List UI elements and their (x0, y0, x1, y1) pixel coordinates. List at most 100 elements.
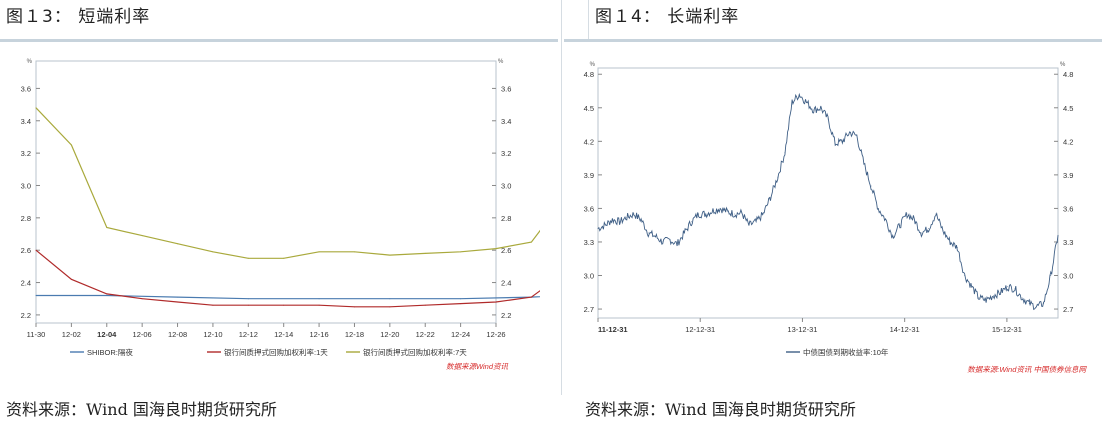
data-point (834, 143, 836, 144)
y-unit-left: % (590, 62, 596, 68)
x-tick-label: 15-12-31 (992, 325, 1022, 334)
data-point (849, 131, 850, 133)
data-point (964, 275, 965, 276)
y-unit-right: % (498, 59, 504, 65)
data-point (906, 213, 908, 215)
legend-label-1: SHIBOR:隔夜 (87, 347, 133, 357)
y-tick-label-right: 2.2 (501, 311, 511, 320)
data-point-s1 (460, 298, 462, 300)
y-tick-label-right: 3.2 (501, 149, 511, 158)
data-point (892, 235, 894, 237)
data-point-s2 (70, 278, 72, 280)
x-tick-label: 12-26 (486, 330, 505, 339)
data-point (597, 228, 599, 229)
data-point (942, 230, 944, 232)
data-point (856, 135, 858, 137)
data-point-s3 (530, 241, 532, 243)
data-point (748, 224, 750, 226)
panel-divider (561, 0, 562, 395)
y-tick-label-right: 3.9 (1063, 171, 1073, 180)
right-title-rule (564, 39, 1102, 42)
short-rate-chart: % % 2.2 2.2 2.4 2.4 2.6 2.6 2.8 2.8 3.0 3.0 3.2 3.2 3.… (21, 59, 540, 371)
panel-divider-inner (588, 0, 589, 42)
data-point-s2 (495, 301, 497, 303)
data-point-s3 (106, 227, 108, 229)
data-point (841, 140, 843, 142)
data-point-s2 (318, 304, 320, 306)
plot-area (35, 60, 497, 324)
y-tick-label-right: 3.6 (501, 84, 511, 93)
y-tick-label-right: 2.6 (501, 246, 511, 255)
data-point (1021, 297, 1023, 299)
y-tick-label-right: 4.2 (1063, 137, 1073, 146)
data-point (683, 232, 685, 234)
data-point (669, 239, 671, 241)
data-point (935, 213, 937, 215)
y-tick-label-right: 3.4 (501, 117, 511, 126)
data-point-s1 (247, 298, 249, 300)
data-point (1028, 303, 1030, 304)
data-point (971, 286, 973, 288)
series-line-3 (35, 107, 540, 259)
y-tick-label-left: 2.7 (584, 305, 594, 314)
data-point-s3 (495, 248, 497, 250)
data-point (885, 219, 886, 221)
data-point (676, 243, 678, 245)
data-point (877, 208, 879, 209)
data-point-s3 (318, 251, 320, 253)
legend-label-2: 银行间质押式回购加权利率:1天 (224, 347, 328, 357)
data-point-s2 (389, 306, 391, 308)
y-tick-label-right: 3.6 (1063, 204, 1073, 213)
data-point (726, 211, 728, 213)
data-point-s2 (35, 249, 37, 251)
data-point-s3 (212, 251, 214, 253)
x-tick-label: 12-18 (345, 330, 364, 339)
data-point (1014, 288, 1016, 290)
series-line-1 (597, 92, 1059, 311)
data-point (662, 241, 664, 243)
data-point (691, 221, 692, 223)
data-point (949, 241, 951, 243)
data-point-s3 (353, 251, 355, 253)
y-tick-label-right: 3.3 (1063, 238, 1073, 247)
y-tick-label-right: 2.7 (1063, 305, 1073, 314)
data-point (921, 232, 922, 234)
data-point (798, 93, 800, 95)
data-point (956, 247, 958, 248)
data-point-s3 (141, 235, 143, 237)
watermark: 数据来源:Wind资讯 中国债券信息网 (967, 365, 1087, 374)
data-point-s1 (318, 298, 320, 300)
y-tick-label-left: 2.2 (21, 311, 31, 320)
y-tick-label-left: 2.6 (21, 246, 31, 255)
data-point-s2 (141, 298, 143, 300)
data-point-s2 (212, 304, 214, 306)
data-point (928, 228, 930, 229)
legend-label: 中债国债到期收益率:10年 (803, 347, 889, 357)
data-point (870, 185, 872, 187)
data-point (863, 163, 865, 165)
data-point-s2 (424, 304, 426, 306)
y-tick-label-left: 3.6 (584, 204, 594, 213)
data-point (1007, 286, 1009, 288)
y-unit-right: % (1060, 62, 1066, 68)
data-point (719, 208, 721, 209)
data-point (712, 210, 714, 212)
data-point-s2 (530, 296, 532, 298)
data-point-s3 (424, 252, 426, 254)
watermark: 数据来源Wind资讯 (446, 362, 509, 371)
x-tick-label: 12-06 (133, 330, 152, 339)
data-point (647, 232, 649, 234)
x-tick-label: 12-12-31 (685, 325, 715, 334)
y-tick-label-right: 4.5 (1063, 104, 1073, 113)
data-point (655, 235, 656, 237)
data-point (705, 213, 707, 215)
data-point (755, 221, 757, 223)
x-tick-label: 12-04 (97, 330, 117, 339)
data-point-s2 (247, 304, 249, 306)
data-point (813, 109, 815, 111)
data-point-s2 (177, 301, 179, 303)
data-point (899, 224, 901, 226)
right-figure-title: 图１4： 长端利率 (595, 7, 740, 27)
data-point-s2 (353, 306, 355, 308)
x-tick-label: 13-12-31 (787, 325, 817, 334)
